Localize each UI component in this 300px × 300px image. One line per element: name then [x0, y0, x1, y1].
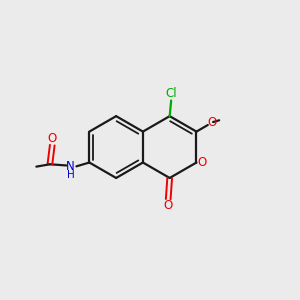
Text: O: O — [163, 199, 172, 212]
Text: H: H — [67, 170, 75, 180]
Text: Cl: Cl — [165, 87, 177, 100]
Text: O: O — [197, 156, 206, 169]
Text: O: O — [48, 132, 57, 145]
Text: N: N — [66, 160, 75, 172]
Text: O: O — [207, 116, 217, 129]
